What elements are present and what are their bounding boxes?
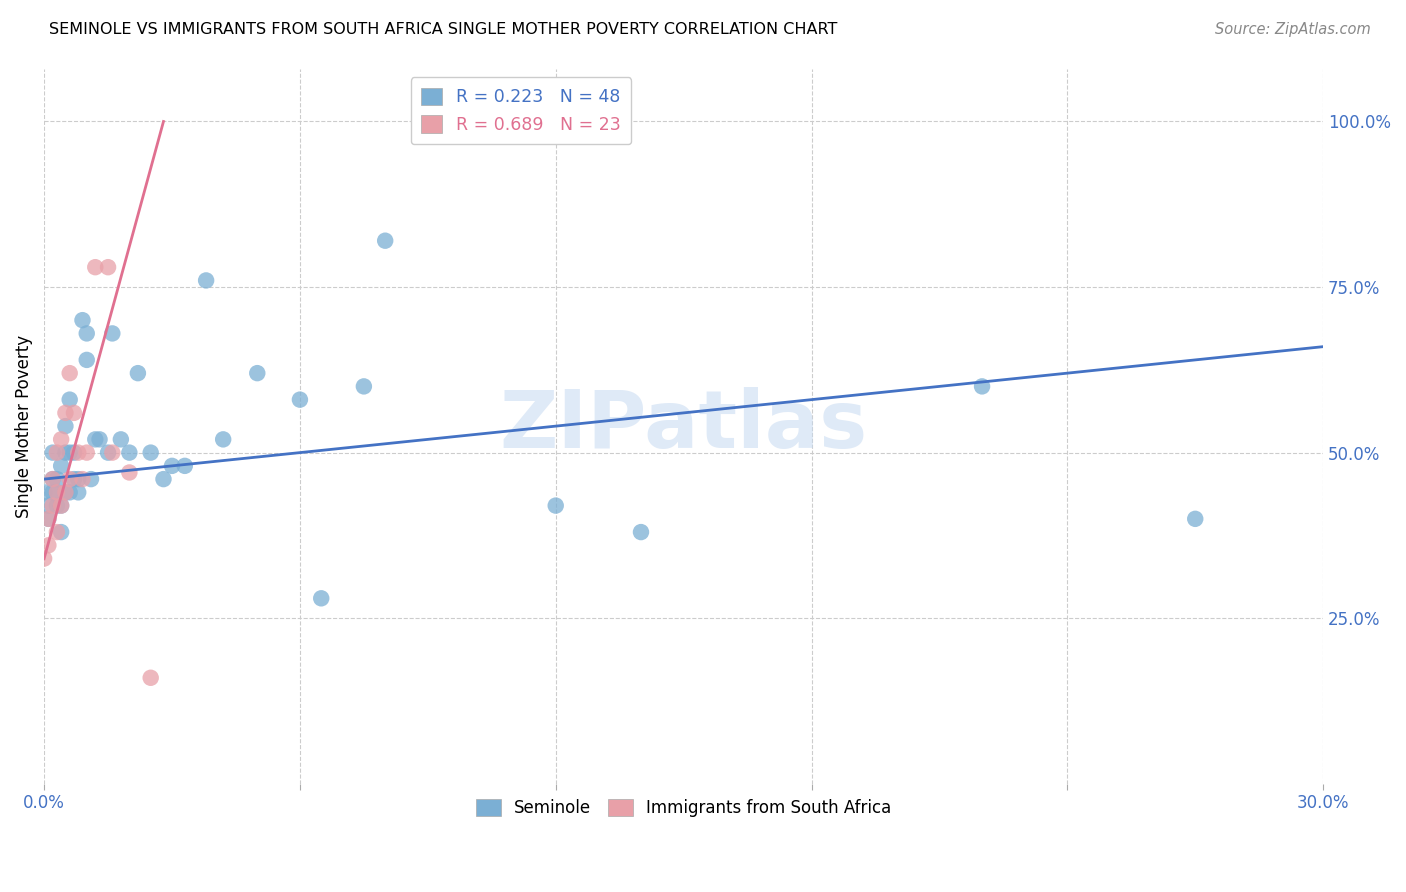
Point xyxy=(45,485,67,500)
Point xyxy=(45,499,67,513)
Point xyxy=(45,472,67,486)
Point xyxy=(51,458,73,473)
Point xyxy=(97,445,120,459)
Point xyxy=(110,433,132,447)
Point xyxy=(72,313,94,327)
Point xyxy=(630,525,652,540)
Point xyxy=(45,485,67,500)
Point xyxy=(45,445,67,459)
Point xyxy=(139,671,162,685)
Point xyxy=(59,485,82,500)
Point xyxy=(246,366,269,380)
Point xyxy=(152,472,174,486)
Point xyxy=(67,445,90,459)
Point xyxy=(84,260,107,275)
Point xyxy=(212,433,235,447)
Point xyxy=(37,512,59,526)
Point xyxy=(37,499,59,513)
Point xyxy=(32,551,55,566)
Point xyxy=(55,445,77,459)
Y-axis label: Single Mother Poverty: Single Mother Poverty xyxy=(15,334,32,517)
Point xyxy=(544,499,567,513)
Point xyxy=(55,485,77,500)
Point xyxy=(41,499,63,513)
Point xyxy=(55,419,77,434)
Point xyxy=(160,458,183,473)
Point xyxy=(195,273,218,287)
Point xyxy=(67,485,90,500)
Point xyxy=(309,591,332,606)
Point xyxy=(173,458,195,473)
Point xyxy=(80,472,103,486)
Point xyxy=(118,466,141,480)
Point xyxy=(374,234,396,248)
Legend: Seminole, Immigrants from South Africa: Seminole, Immigrants from South Africa xyxy=(467,790,900,825)
Point xyxy=(101,445,124,459)
Point xyxy=(51,499,73,513)
Point xyxy=(101,326,124,341)
Point xyxy=(63,472,86,486)
Point xyxy=(32,485,55,500)
Point xyxy=(67,472,90,486)
Point xyxy=(970,379,993,393)
Point xyxy=(76,445,98,459)
Point xyxy=(59,445,82,459)
Point xyxy=(72,472,94,486)
Point xyxy=(59,366,82,380)
Point xyxy=(37,512,59,526)
Point xyxy=(41,445,63,459)
Point xyxy=(353,379,375,393)
Text: Source: ZipAtlas.com: Source: ZipAtlas.com xyxy=(1215,22,1371,37)
Point xyxy=(63,406,86,420)
Point xyxy=(37,538,59,552)
Text: ZIPatlas: ZIPatlas xyxy=(499,387,868,465)
Point xyxy=(139,445,162,459)
Point xyxy=(288,392,311,407)
Text: SEMINOLE VS IMMIGRANTS FROM SOUTH AFRICA SINGLE MOTHER POVERTY CORRELATION CHART: SEMINOLE VS IMMIGRANTS FROM SOUTH AFRICA… xyxy=(49,22,838,37)
Point xyxy=(89,433,111,447)
Point xyxy=(1184,512,1206,526)
Point xyxy=(45,525,67,540)
Point xyxy=(63,445,86,459)
Point xyxy=(55,406,77,420)
Point xyxy=(127,366,149,380)
Point xyxy=(41,472,63,486)
Point xyxy=(51,525,73,540)
Point xyxy=(51,499,73,513)
Point xyxy=(41,485,63,500)
Point xyxy=(51,433,73,447)
Point xyxy=(55,485,77,500)
Point xyxy=(76,352,98,367)
Point xyxy=(41,472,63,486)
Point xyxy=(118,445,141,459)
Point xyxy=(59,392,82,407)
Point xyxy=(59,472,82,486)
Point xyxy=(76,326,98,341)
Point xyxy=(97,260,120,275)
Point xyxy=(84,433,107,447)
